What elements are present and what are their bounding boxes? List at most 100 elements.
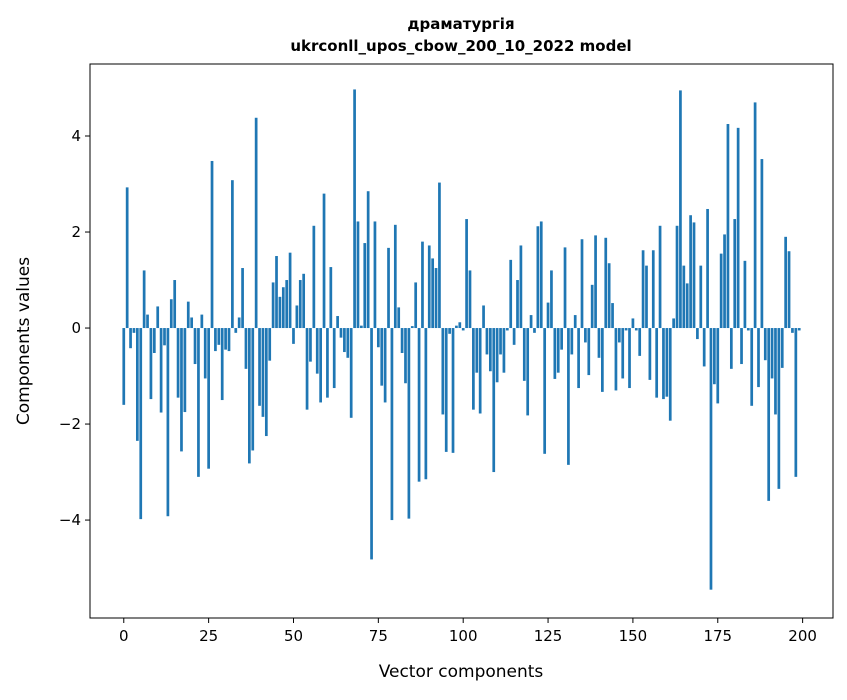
bar-160: [665, 328, 669, 397]
bar-102: [468, 270, 472, 329]
bar-13: [166, 328, 170, 517]
bar-74: [373, 221, 377, 329]
bar-52: [298, 280, 302, 329]
x-tick-label: 175: [703, 627, 732, 645]
bar-87: [417, 328, 421, 482]
bar-41: [261, 328, 265, 417]
bar-21: [193, 328, 197, 365]
bar-9: [152, 328, 156, 354]
bar-78: [387, 247, 390, 329]
y-axis: −4 −2 0 2 4: [59, 127, 90, 529]
bar-76: [380, 328, 384, 386]
bar-142: [604, 237, 608, 329]
bar-116: [516, 280, 519, 329]
bar-136: [584, 328, 587, 343]
bar-35: [241, 268, 244, 329]
bar-26: [210, 160, 214, 329]
bar-132: [570, 328, 574, 355]
bar-110: [495, 328, 499, 383]
bar-83: [404, 328, 407, 384]
bar-192: [774, 328, 777, 415]
bars: [122, 89, 801, 590]
bar-44: [271, 282, 275, 329]
bar-140: [597, 328, 601, 358]
bar-186: [753, 102, 757, 329]
y-tick-label: 2: [71, 223, 81, 241]
bar-3: [132, 328, 136, 333]
bar-195: [784, 236, 788, 329]
y-tick-label: 4: [71, 127, 81, 145]
x-axis-label: Vector components: [379, 662, 544, 682]
bar-24: [203, 328, 207, 379]
bar-104: [475, 328, 479, 373]
bar-46: [278, 296, 282, 329]
bar-23: [200, 314, 204, 329]
bar-184: [746, 328, 750, 331]
chart-subtitle: ukrconll_upos_cbow_200_10_2022 model: [290, 37, 631, 55]
bar-14: [169, 299, 173, 329]
bar-197: [791, 328, 794, 333]
bar-187: [757, 328, 760, 388]
bar-181: [736, 127, 740, 329]
bar-60: [326, 328, 329, 398]
x-tick-label: 25: [199, 627, 218, 645]
bar-84: [407, 328, 411, 519]
bar-163: [675, 225, 679, 329]
bar-97: [451, 328, 455, 453]
bar-43: [268, 328, 272, 361]
bar-0: [122, 328, 126, 405]
bar-59: [322, 193, 326, 329]
bar-31: [227, 328, 231, 352]
x-tick-label: 75: [369, 627, 388, 645]
bar-177: [723, 234, 726, 329]
bar-159: [662, 328, 665, 400]
bar-133: [573, 315, 577, 329]
bar-61: [329, 267, 333, 329]
bar-19: [186, 301, 190, 329]
bar-126: [550, 270, 553, 329]
bar-90: [427, 245, 431, 329]
bar-188: [760, 159, 764, 329]
bar-50: [292, 328, 295, 344]
bar-12: [163, 328, 166, 346]
bar-39: [254, 117, 258, 329]
bar-99: [458, 322, 462, 329]
bar-47: [281, 287, 285, 329]
bar-114: [509, 259, 513, 329]
bar-107: [485, 328, 489, 355]
bar-10: [156, 306, 160, 329]
bar-165: [682, 265, 686, 329]
plot-frame: [89, 63, 834, 619]
bar-72: [366, 191, 370, 329]
y-axis-label: Components values: [14, 257, 34, 425]
bar-55: [309, 328, 312, 362]
bar-152: [638, 328, 642, 356]
bar-66: [346, 328, 350, 358]
bar-7: [146, 314, 149, 329]
x-tick-label: 125: [534, 627, 563, 645]
bar-138: [590, 284, 594, 329]
bar-179: [729, 328, 733, 369]
y-tick-label: −2: [59, 415, 81, 433]
bar-161: [668, 328, 672, 421]
bar-8: [149, 328, 153, 400]
bar-20: [190, 317, 194, 329]
bar-151: [634, 328, 638, 331]
bar-108: [488, 328, 492, 372]
bar-148: [624, 328, 628, 331]
bar-193: [777, 328, 781, 489]
bar-73: [370, 328, 373, 560]
bar-67: [349, 328, 353, 418]
bar-174: [713, 328, 716, 385]
bar-196: [787, 251, 791, 329]
bar-158: [658, 225, 662, 329]
bar-6: [142, 270, 146, 329]
bar-118: [522, 328, 526, 381]
bar-32: [231, 180, 234, 329]
bar-194: [780, 328, 784, 368]
bar-135: [580, 239, 584, 329]
bar-93: [438, 182, 441, 329]
bar-48: [285, 280, 289, 329]
bar-30: [224, 328, 227, 350]
